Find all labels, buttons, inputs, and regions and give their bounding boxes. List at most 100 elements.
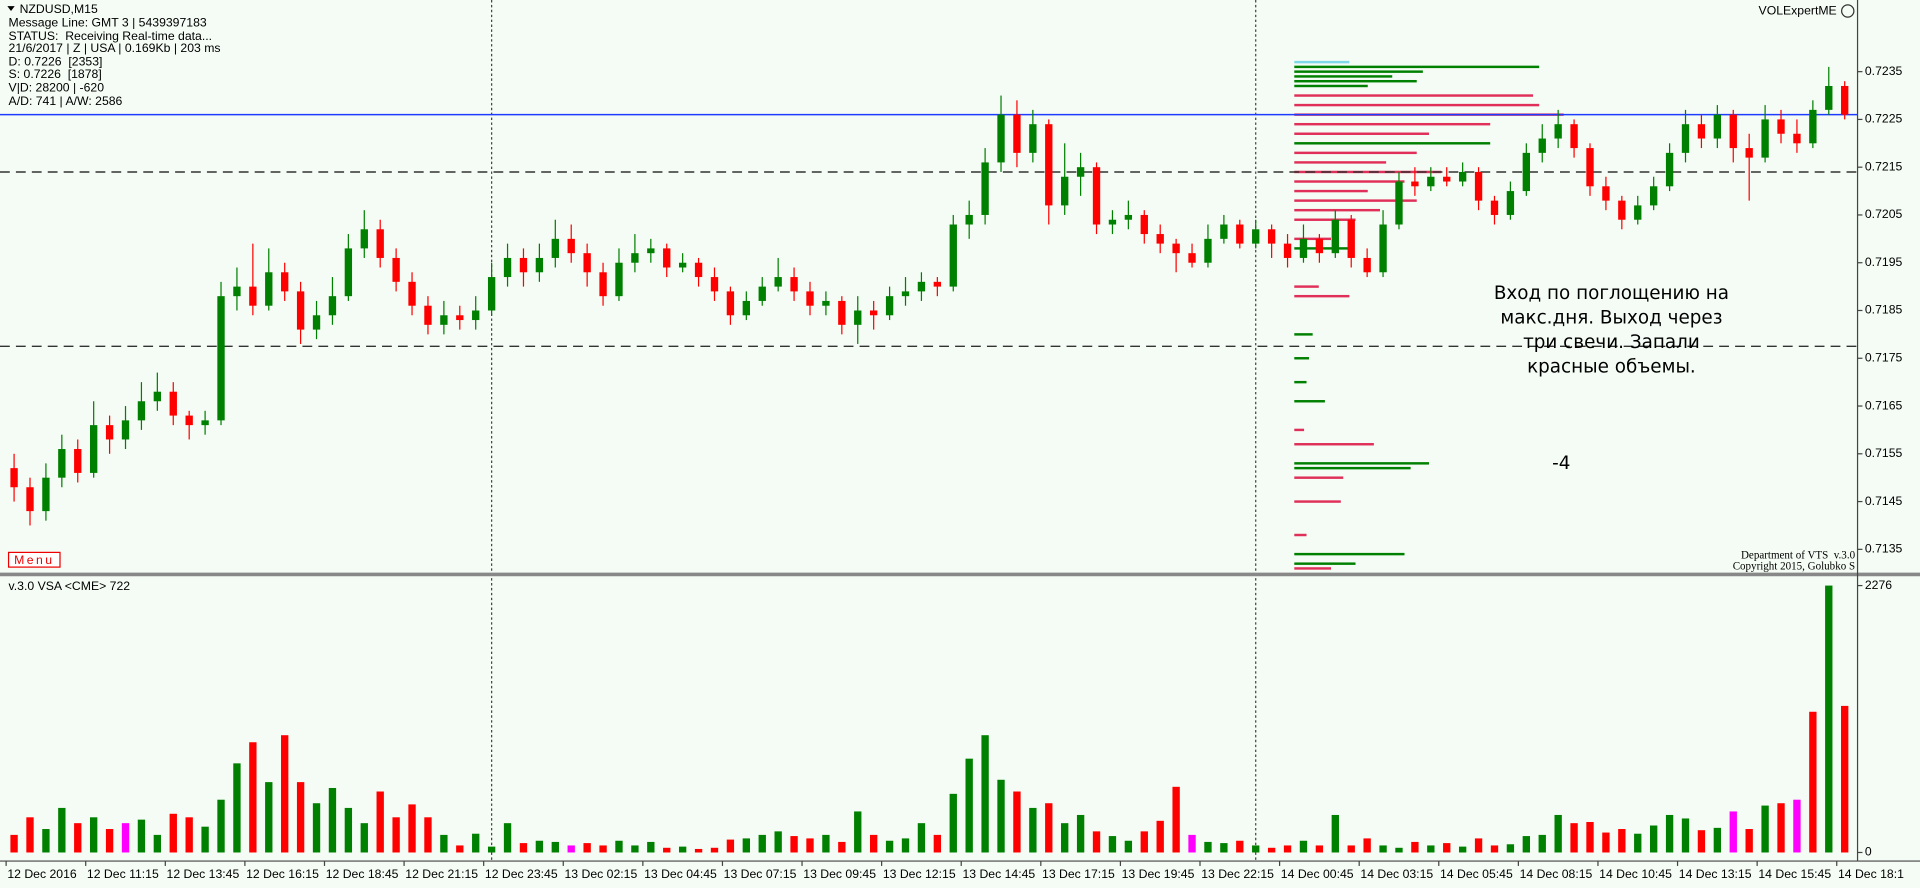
menu-button[interactable] bbox=[7, 551, 61, 568]
volume-bar bbox=[981, 735, 989, 853]
volume-profile-bar bbox=[1294, 500, 1341, 503]
y-tick-label: 0.7195 bbox=[1865, 255, 1903, 269]
volume-bar bbox=[472, 833, 480, 853]
candle-body bbox=[1602, 186, 1610, 201]
volume-bar bbox=[1427, 845, 1435, 853]
volume-bar bbox=[1140, 831, 1148, 853]
candle-body bbox=[1650, 186, 1658, 206]
x-tick-label: 14 Dec 00:45 bbox=[1281, 867, 1354, 881]
candle-body bbox=[328, 296, 337, 316]
volume-bar bbox=[1315, 845, 1324, 853]
volume-profile-bar bbox=[1294, 237, 1332, 241]
x-tick-label: 12 Dec 21:15 bbox=[405, 867, 478, 881]
candle-body bbox=[1395, 181, 1403, 225]
volume-bar bbox=[1045, 803, 1053, 853]
candle-body bbox=[1299, 238, 1308, 258]
volume-bar bbox=[201, 826, 209, 853]
candle-body bbox=[774, 277, 782, 287]
candle-body bbox=[90, 425, 98, 473]
x-tick-label: 13 Dec 14:45 bbox=[962, 867, 1035, 881]
x-tick-label: 12 Dec 23:45 bbox=[485, 867, 558, 881]
candle-body bbox=[647, 248, 655, 254]
candle-body bbox=[1490, 200, 1499, 215]
candle-body bbox=[1347, 219, 1355, 258]
volume-profile-bar bbox=[1294, 208, 1380, 212]
candle-body bbox=[1841, 85, 1849, 115]
volume-profile-bar bbox=[1294, 142, 1491, 145]
volume-bar bbox=[790, 836, 798, 853]
candle-body bbox=[1761, 119, 1769, 158]
volume-bar bbox=[1458, 846, 1467, 853]
volume-profile-bar bbox=[1294, 132, 1429, 135]
x-tick-label: 12 Dec 2016 bbox=[7, 867, 77, 881]
candle-body bbox=[1506, 191, 1515, 215]
candle-body bbox=[981, 162, 989, 215]
indicator-icon[interactable] bbox=[1841, 4, 1855, 18]
volume-bar bbox=[583, 843, 591, 853]
candle-body bbox=[1029, 124, 1037, 153]
collapse-icon[interactable] bbox=[7, 6, 15, 12]
candle-body bbox=[1634, 205, 1642, 220]
candle-body bbox=[615, 262, 623, 297]
candle-body bbox=[710, 277, 719, 292]
volume-bar bbox=[1650, 825, 1658, 853]
candle-body bbox=[217, 296, 225, 421]
volume-bar bbox=[1029, 807, 1037, 853]
volume-bar bbox=[806, 838, 814, 853]
candle-body bbox=[1522, 152, 1530, 192]
volume-bar bbox=[1554, 814, 1562, 853]
volume-bar bbox=[854, 811, 862, 853]
volume-bar bbox=[1761, 805, 1769, 853]
menu-label[interactable]: Menu bbox=[14, 553, 54, 567]
y-tick-label: 2276 bbox=[1865, 578, 1892, 592]
volume-bar bbox=[1252, 845, 1260, 853]
candle-body bbox=[567, 238, 575, 254]
volume-bar bbox=[1172, 786, 1180, 853]
volume-bar bbox=[58, 807, 66, 853]
candle-body bbox=[1156, 234, 1164, 244]
volume-bar bbox=[1729, 811, 1737, 853]
candle-body bbox=[1252, 229, 1260, 244]
x-tick-label: 13 Dec 17:15 bbox=[1042, 867, 1115, 881]
volume-bar bbox=[1156, 820, 1164, 853]
volume-bar bbox=[1061, 823, 1069, 853]
volume-bar bbox=[1634, 833, 1642, 853]
volume-bar bbox=[933, 834, 942, 853]
x-tick-label: 12 Dec 16:15 bbox=[246, 867, 319, 881]
y-tick-label: 0 bbox=[1865, 845, 1872, 859]
volume-bar bbox=[1124, 840, 1133, 853]
volume-profile-bar bbox=[1294, 462, 1429, 465]
candle-body bbox=[1061, 176, 1069, 206]
volume-bar bbox=[1347, 845, 1355, 853]
volume-bar bbox=[1092, 831, 1101, 853]
candle-body bbox=[1236, 224, 1244, 244]
annotation: красные объемы. bbox=[1527, 356, 1696, 377]
candle-body bbox=[870, 310, 878, 316]
credit: Copyright 2015, Golubko S bbox=[1733, 561, 1855, 573]
volume-profile-bar bbox=[1294, 151, 1417, 155]
candle-body bbox=[949, 224, 957, 287]
volume-bar bbox=[1299, 840, 1308, 853]
candle-body bbox=[10, 468, 18, 488]
candle-body bbox=[1809, 109, 1817, 144]
x-tick-label: 13 Dec 02:15 bbox=[564, 867, 637, 881]
candle-body bbox=[201, 420, 209, 426]
volume-bar bbox=[758, 834, 766, 853]
candle-body bbox=[1474, 171, 1483, 201]
candle-body bbox=[965, 214, 973, 225]
volume-bar bbox=[1665, 814, 1674, 853]
candle-body bbox=[408, 281, 416, 306]
candle-body bbox=[249, 286, 257, 306]
candle-body bbox=[631, 253, 639, 263]
x-tick-label: 13 Dec 22:15 bbox=[1201, 867, 1274, 881]
volume-bar bbox=[121, 823, 130, 853]
candle-body bbox=[1204, 238, 1212, 263]
volume-bar bbox=[1443, 843, 1451, 853]
x-tick-label: 14 Dec 10:45 bbox=[1599, 867, 1672, 881]
candle-body bbox=[121, 420, 130, 440]
x-tick-label: 14 Dec 05:45 bbox=[1440, 867, 1513, 881]
candle-body bbox=[535, 257, 544, 273]
candle-body bbox=[1379, 224, 1387, 273]
candle-body bbox=[440, 315, 448, 325]
candle-body bbox=[58, 449, 66, 478]
